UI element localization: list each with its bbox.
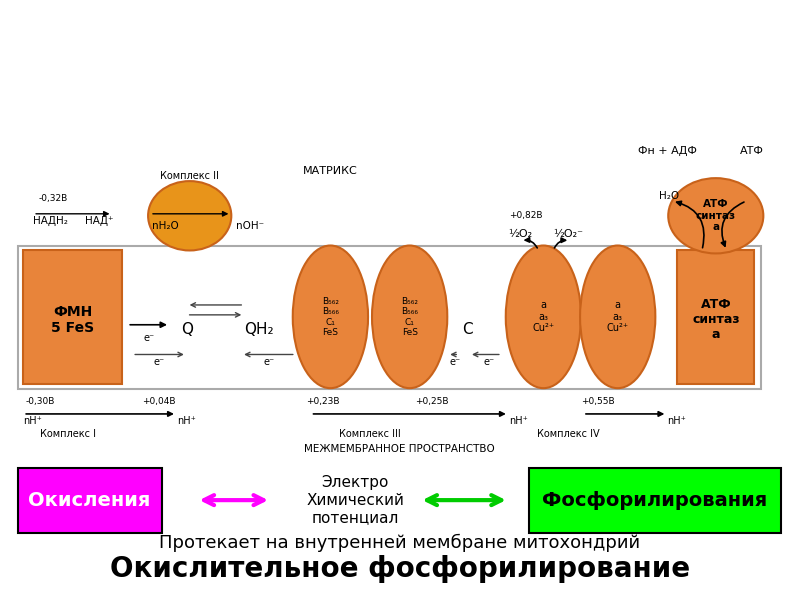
Text: Электро
Химический
потенциал: Электро Химический потенциал (306, 475, 404, 525)
Text: Фосфорилирования: Фосфорилирования (542, 491, 767, 509)
Text: Комплекс III: Комплекс III (339, 429, 401, 439)
Ellipse shape (372, 245, 447, 388)
Text: Фн + АДФ: Фн + АДФ (638, 146, 697, 157)
Text: nH₂O: nH₂O (152, 221, 179, 230)
Text: ½O₂⁻: ½O₂⁻ (553, 229, 583, 239)
Text: -0,30В: -0,30В (26, 397, 54, 406)
Bar (677, 250, 754, 384)
Text: Окисления: Окисления (29, 491, 151, 509)
Text: e⁻: e⁻ (263, 358, 274, 367)
Text: e⁻: e⁻ (483, 358, 494, 367)
Text: e⁻: e⁻ (450, 358, 461, 367)
Text: Комплекс II: Комплекс II (160, 171, 219, 181)
Text: МАТРИКС: МАТРИКС (303, 166, 358, 176)
Bar (18, 469, 162, 533)
Text: B₅₆₂
B₅₆₆
C₁
FeS: B₅₆₂ B₅₆₆ C₁ FeS (322, 297, 339, 337)
Text: e⁻: e⁻ (154, 358, 165, 367)
Text: -0,32В: -0,32В (38, 194, 68, 203)
Text: +0,23В: +0,23В (306, 397, 339, 406)
Text: a
a₃
Cu²⁺: a a₃ Cu²⁺ (532, 300, 554, 334)
Text: +0,55В: +0,55В (581, 397, 614, 406)
Text: +0,25В: +0,25В (414, 397, 448, 406)
Text: nH⁺: nH⁺ (23, 416, 42, 426)
Text: H₂O: H₂O (659, 191, 679, 201)
Text: Q: Q (181, 322, 193, 337)
Text: nH⁺: nH⁺ (667, 416, 686, 426)
Text: +0,04В: +0,04В (142, 397, 176, 406)
Text: a
a₃
Cu²⁺: a a₃ Cu²⁺ (606, 300, 629, 334)
Text: НАДН₂: НАДН₂ (33, 216, 68, 226)
Text: АТФ
синтаз
а: АТФ синтаз а (692, 298, 739, 341)
Text: QH₂: QH₂ (244, 322, 274, 337)
Bar (23, 250, 122, 384)
Ellipse shape (148, 181, 231, 250)
Ellipse shape (668, 178, 763, 253)
Text: +0,82В: +0,82В (509, 211, 542, 220)
Text: АТФ: АТФ (739, 146, 763, 157)
Text: nH⁺: nH⁺ (509, 416, 527, 426)
Ellipse shape (293, 245, 368, 388)
Text: Окислительное фосфорилирование: Окислительное фосфорилирование (110, 556, 690, 583)
Text: Комплекс IV: Комплекс IV (537, 429, 599, 439)
Bar (18, 245, 762, 389)
Text: nOH⁻: nOH⁻ (236, 221, 264, 230)
Text: ½O₂: ½O₂ (509, 229, 533, 239)
Text: АТФ
синтаз
а: АТФ синтаз а (696, 199, 736, 232)
Text: nH⁺: nH⁺ (177, 416, 196, 426)
Ellipse shape (580, 245, 655, 388)
Text: ФМН
5 FeS: ФМН 5 FeS (51, 305, 94, 335)
Text: МЕЖМЕМБРАННОЕ ПРОСТРАНСТВО: МЕЖМЕМБРАННОЕ ПРОСТРАНСТВО (304, 443, 495, 454)
Text: НАД⁺: НАД⁺ (85, 216, 113, 226)
Ellipse shape (506, 245, 581, 388)
Text: C: C (462, 322, 473, 337)
Text: B₅₆₂
B₅₆₆
C₁
FeS: B₅₆₂ B₅₆₆ C₁ FeS (401, 297, 418, 337)
Text: Протекает на внутренней мембране митохондрий: Протекает на внутренней мембране митохон… (159, 533, 640, 552)
Text: e⁻: e⁻ (143, 332, 154, 343)
Text: Комплекс I: Комплекс I (40, 429, 96, 439)
Bar (529, 469, 781, 533)
